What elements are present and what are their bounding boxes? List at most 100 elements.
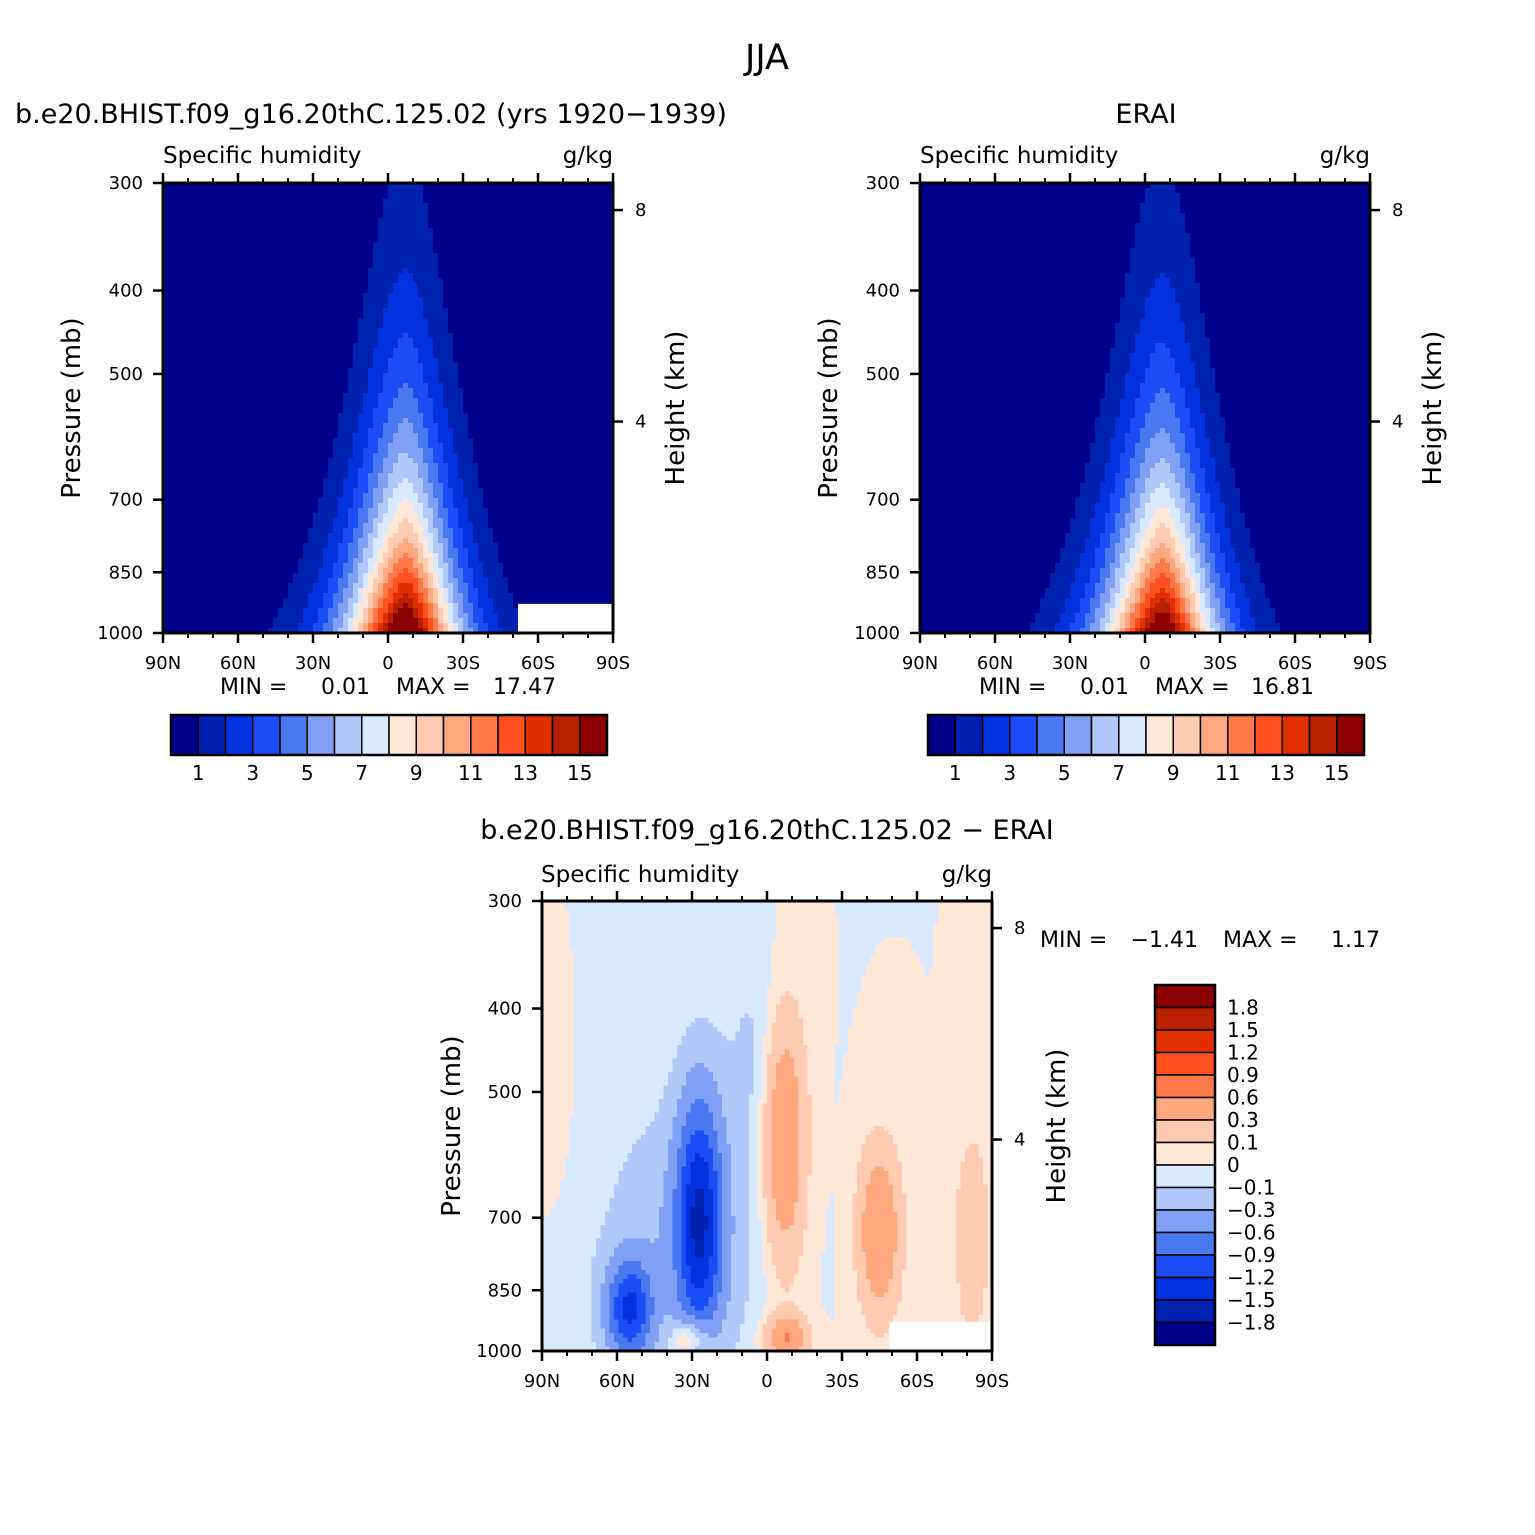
contour-cell [538,223,544,229]
contour-cell [578,443,584,449]
contour-cell [183,243,189,249]
contour-cell [163,353,169,359]
contour-cell [243,348,249,354]
contour-cell [348,293,354,299]
contour-cell [268,293,274,299]
contour-cell [593,258,599,264]
contour-cell [253,288,259,294]
contour-cell [433,238,439,244]
contour-cell [228,403,234,409]
contour-cell [588,213,594,219]
contour-cell [383,293,389,299]
contour-cell [203,303,209,309]
contour-cell [353,283,359,289]
contour-cell [558,218,564,224]
contour-cell [163,228,169,234]
contour-cell [398,328,404,334]
contour-cell [258,183,264,189]
contour-cell [583,418,589,424]
contour-cell [183,223,189,229]
contour-cell [533,233,539,239]
contour-cell [603,443,609,449]
contour-cell [413,383,419,389]
contour-cell [268,308,274,314]
contour-cell [428,353,434,359]
contour-cell [513,288,519,294]
contour-cell [313,208,319,214]
contour-cell [603,233,609,239]
contour-cell [273,203,279,209]
contour-cell [283,453,289,459]
contour-cell [163,393,169,399]
contour-cell [428,293,434,299]
contour-cell [353,258,359,264]
contour-cell [183,263,189,269]
contour-cell [318,193,324,199]
contour-cell [548,398,554,404]
contour-cell [453,318,459,324]
contour-cell [348,363,354,369]
contour-cell [303,333,309,339]
contour-cell [208,253,214,259]
contour-cell [318,393,324,399]
contour-cell [318,408,324,414]
contour-cell [403,253,409,259]
contour-cell [498,268,504,274]
contour-cell [573,313,579,319]
contour-cell [198,273,204,279]
contour-cell [318,438,324,444]
contour-cell [478,248,484,254]
contour-cell [498,343,504,349]
contour-cell [588,303,594,309]
contour-cell [343,293,349,299]
contour-cell [178,378,184,384]
contour-cell [563,248,569,254]
contour-cell [548,238,554,244]
contour-cell [458,218,464,224]
contour-cell [223,258,229,264]
contour-cell [253,403,259,409]
contour-cell [238,263,244,269]
contour-cell [508,313,514,319]
contour-cell [198,188,204,194]
contour-cell [233,398,239,404]
contour-cell [548,318,554,324]
contour-cell [553,278,559,284]
contour-cell [168,273,174,279]
contour-cell [188,418,194,424]
contour-cell [348,378,354,384]
contour-cell [203,253,209,259]
contour-cell [508,213,514,219]
contour-cell [603,358,609,364]
contour-cell [573,428,579,434]
contour-cell [568,388,574,394]
contour-cell [608,238,613,244]
contour-cell [598,198,604,204]
contour-cell [213,193,219,199]
contour-cell [233,378,239,384]
contour-cell [493,443,499,449]
contour-cell [418,213,424,219]
contour-cell [438,253,444,259]
contour-cell [408,368,414,374]
contour-cell [183,228,189,234]
contour-cell [488,443,494,449]
contour-cell [348,203,354,209]
contour-cell [253,253,259,259]
contour-cell [438,448,444,454]
contour-cell [303,408,309,414]
contour-cell [243,223,249,229]
contour-cell [248,328,254,334]
contour-cell [168,328,174,334]
contour-cell [263,438,269,444]
contour-cell [378,343,384,349]
contour-cell [458,453,464,459]
contour-cell [573,278,579,284]
contour-cell [233,458,239,464]
contour-cell [323,443,329,449]
contour-cell [393,318,399,324]
contour-cell [563,423,569,429]
contour-cell [438,433,444,439]
contour-cell [443,193,449,199]
contour-cell [523,188,529,194]
